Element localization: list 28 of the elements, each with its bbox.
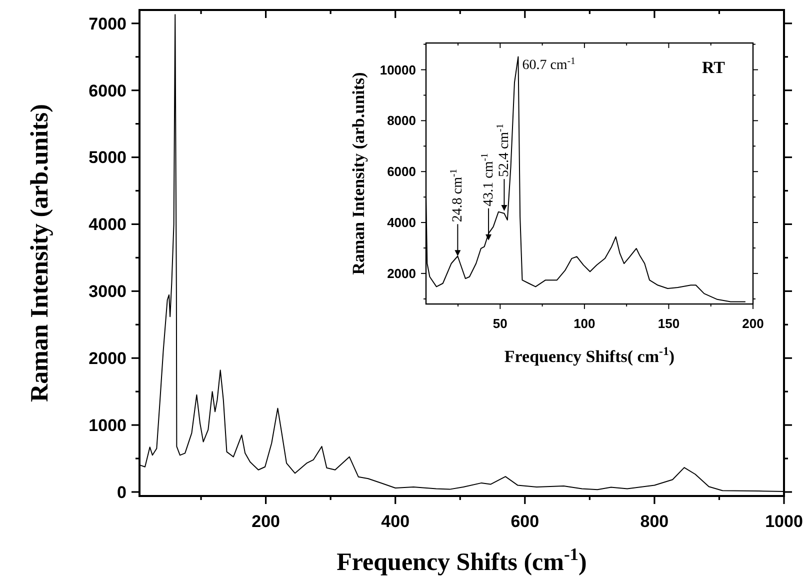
y-tick-label: 6000 <box>88 81 126 100</box>
y-tick-label: 5000 <box>88 148 126 168</box>
x-tick-label: 100 <box>574 316 596 331</box>
y-tick-label: 3000 <box>88 282 126 302</box>
y-tick-label: 10000 <box>380 62 416 78</box>
y-tick-label: 8000 <box>387 113 416 128</box>
x-tick-label: 1000 <box>765 512 803 531</box>
y-tick-label: 2000 <box>88 349 126 368</box>
y-tick-label: 4000 <box>88 215 126 234</box>
x-tick-label: 600 <box>510 512 540 531</box>
x-axis-title: Frequency Shifts( cm$^{-1}$) <box>504 344 675 366</box>
x-tick-label: 200 <box>742 316 764 331</box>
y-axis-title: Raman Intensity (arb.units) <box>349 72 368 275</box>
y-tick-label: 7000 <box>88 14 126 34</box>
y-tick-label: 4000 <box>387 215 416 230</box>
y-tick-label: 0 <box>117 482 126 502</box>
x-tick-label: 800 <box>640 512 669 531</box>
annotation: RT <box>702 58 726 77</box>
annotation: 60.7 cm$^{-1}$ <box>522 55 576 73</box>
x-tick-label: 400 <box>381 512 410 531</box>
x-tick-label: 150 <box>658 316 680 331</box>
y-tick-label: 1000 <box>88 416 126 435</box>
y-axis-title: Raman Intensity (arb.units) <box>26 104 54 402</box>
x-axis-title: Frequency Shifts (cm$^{-1}$) <box>336 544 587 576</box>
y-tick-label: 2000 <box>387 266 416 281</box>
y-tick-label: 6000 <box>387 164 416 180</box>
x-tick-label: 50 <box>492 316 508 331</box>
x-tick-label: 200 <box>252 512 280 531</box>
